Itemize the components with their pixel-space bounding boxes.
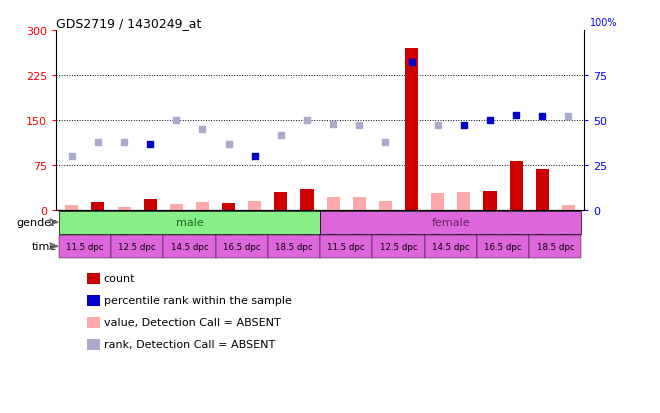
Text: 100%: 100% bbox=[589, 18, 617, 28]
Bar bbox=[562, 206, 575, 211]
Text: count: count bbox=[104, 273, 135, 283]
Bar bbox=[170, 204, 183, 211]
Bar bbox=[529, 235, 581, 258]
Point bbox=[407, 60, 417, 66]
Bar bbox=[163, 235, 216, 258]
Point bbox=[249, 153, 260, 160]
Text: 18.5 dpc: 18.5 dpc bbox=[275, 242, 313, 251]
Point bbox=[484, 117, 495, 124]
Bar bbox=[457, 192, 471, 211]
Bar bbox=[320, 211, 581, 234]
Bar bbox=[65, 206, 79, 211]
Point bbox=[537, 114, 548, 121]
Text: percentile rank within the sample: percentile rank within the sample bbox=[104, 295, 292, 305]
Bar bbox=[86, 317, 100, 328]
Point bbox=[432, 123, 443, 130]
Bar bbox=[268, 235, 320, 258]
Point bbox=[354, 123, 364, 130]
Bar bbox=[431, 194, 444, 211]
Bar bbox=[248, 202, 261, 211]
Bar bbox=[536, 170, 549, 211]
Bar bbox=[86, 273, 100, 284]
Bar bbox=[86, 339, 100, 350]
Text: 16.5 dpc: 16.5 dpc bbox=[223, 242, 261, 251]
Text: value, Detection Call = ABSENT: value, Detection Call = ABSENT bbox=[104, 317, 280, 327]
Bar bbox=[117, 208, 131, 211]
Point bbox=[92, 139, 103, 146]
Point bbox=[67, 153, 77, 160]
Text: male: male bbox=[176, 218, 203, 228]
Point bbox=[302, 117, 312, 124]
Text: time: time bbox=[32, 242, 57, 252]
Text: rank, Detection Call = ABSENT: rank, Detection Call = ABSENT bbox=[104, 339, 275, 349]
Point bbox=[563, 114, 574, 121]
Point bbox=[119, 139, 129, 146]
Point bbox=[223, 141, 234, 147]
Bar bbox=[111, 235, 163, 258]
Text: gender: gender bbox=[17, 218, 57, 228]
Point bbox=[276, 132, 286, 138]
Bar bbox=[275, 192, 287, 211]
Bar bbox=[379, 202, 392, 211]
Bar bbox=[424, 235, 477, 258]
Bar bbox=[222, 204, 235, 211]
Text: 11.5 dpc: 11.5 dpc bbox=[327, 242, 365, 251]
Bar bbox=[405, 49, 418, 211]
Bar bbox=[196, 203, 209, 211]
Bar bbox=[353, 197, 366, 211]
Point bbox=[459, 123, 469, 130]
Bar bbox=[372, 235, 424, 258]
Text: 14.5 dpc: 14.5 dpc bbox=[432, 242, 470, 251]
Text: 12.5 dpc: 12.5 dpc bbox=[379, 242, 417, 251]
Bar bbox=[477, 235, 529, 258]
Text: 12.5 dpc: 12.5 dpc bbox=[118, 242, 156, 251]
Bar bbox=[86, 295, 100, 306]
Point bbox=[171, 117, 182, 124]
Bar bbox=[216, 235, 268, 258]
Text: female: female bbox=[432, 218, 470, 228]
Bar bbox=[484, 192, 496, 211]
Point bbox=[380, 139, 391, 146]
Bar bbox=[59, 235, 111, 258]
Text: 11.5 dpc: 11.5 dpc bbox=[66, 242, 104, 251]
Point bbox=[511, 112, 521, 119]
Text: 18.5 dpc: 18.5 dpc bbox=[537, 242, 574, 251]
Text: GDS2719 / 1430249_at: GDS2719 / 1430249_at bbox=[56, 17, 201, 30]
Bar bbox=[510, 161, 523, 211]
Bar bbox=[320, 235, 372, 258]
Text: 14.5 dpc: 14.5 dpc bbox=[170, 242, 208, 251]
Point bbox=[145, 141, 156, 147]
Text: 16.5 dpc: 16.5 dpc bbox=[484, 242, 522, 251]
Point bbox=[197, 126, 208, 133]
Bar bbox=[91, 203, 104, 211]
Bar bbox=[327, 197, 340, 211]
Bar bbox=[144, 200, 156, 211]
Point bbox=[328, 121, 339, 128]
Bar bbox=[59, 211, 320, 234]
Bar bbox=[300, 190, 314, 211]
